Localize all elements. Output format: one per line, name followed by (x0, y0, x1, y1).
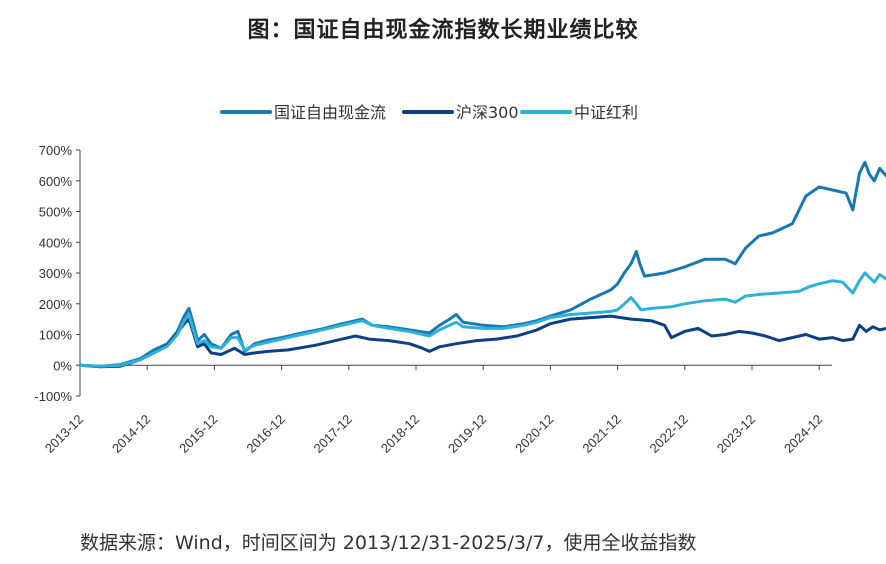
y-tick-label: 0% (53, 358, 72, 373)
x-tick-label: 2021-12 (579, 412, 623, 456)
x-tick-label: 2024-12 (781, 412, 825, 456)
x-tick-label: 2016-12 (243, 412, 287, 456)
x-tick-label: 2022-12 (647, 412, 691, 456)
legend-label-3: 中证红利 (574, 103, 638, 122)
x-tick-label: 2015-12 (176, 412, 220, 456)
x-tick-label: 2018-12 (378, 412, 422, 456)
y-tick-label: 500% (39, 205, 73, 220)
x-tick-label: 2023-12 (714, 412, 758, 456)
y-tick-label: 400% (39, 235, 73, 250)
chart-title: 图：国证自由现金流指数长期业绩比较 (247, 18, 639, 43)
y-tick-label: 200% (39, 297, 73, 312)
series-line-1 (78, 160, 886, 368)
legend-label-2: 沪深300 (456, 103, 519, 122)
data-source-note: 数据来源：Wind，时间区间为 2013/12/31-2025/3/7，使用全收… (80, 532, 697, 554)
x-tick-label: 2013-12 (42, 412, 86, 456)
y-tick-label: 100% (39, 328, 73, 343)
series-line-2 (78, 314, 886, 369)
y-tick-label: 300% (39, 266, 73, 281)
x-tick-label: 2017-12 (311, 412, 355, 456)
series-line-3 (78, 271, 886, 368)
legend-label-1: 国证自由现金流 (274, 103, 386, 122)
y-tick-label: -100% (34, 389, 72, 404)
y-tick-label: 600% (39, 174, 73, 189)
x-tick-label: 2019-12 (445, 412, 489, 456)
y-tick-label: 700% (39, 143, 73, 158)
x-tick-label: 2020-12 (512, 412, 556, 456)
x-tick-label: 2014-12 (109, 412, 153, 456)
